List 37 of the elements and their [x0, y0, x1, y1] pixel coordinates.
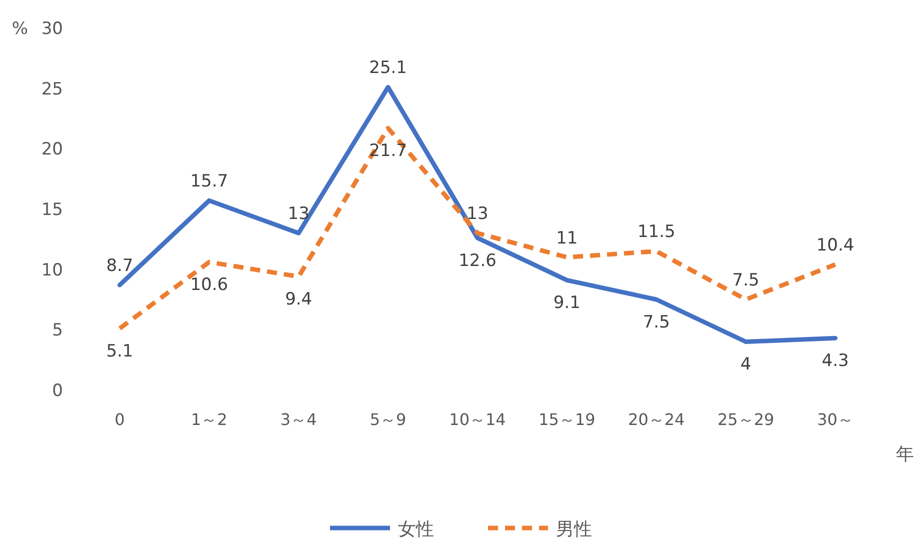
data-label: 15.7 [190, 172, 228, 192]
x-tick-label: 15～19 [538, 410, 596, 429]
data-label: 10.4 [816, 236, 854, 256]
x-tick-label: 30～ [817, 410, 854, 429]
y-tick-label: 0 [52, 381, 63, 401]
data-label: 11 [556, 228, 578, 248]
x-tick-label: 0 [114, 410, 125, 429]
data-label: 12.6 [458, 250, 496, 271]
x-tick-label: 5～9 [370, 410, 406, 429]
data-label: 7.5 [642, 312, 670, 332]
y-tick-label: 25 [41, 79, 63, 100]
y-tick-label: 10 [41, 260, 63, 280]
legend-label: 男性 [556, 519, 592, 540]
data-label: 9.1 [553, 293, 580, 314]
data-label: 5.1 [106, 341, 134, 362]
x-axis-title: 年 [896, 444, 914, 465]
legend-label: 女性 [398, 519, 434, 540]
x-tick-label: 20～24 [628, 410, 685, 429]
data-label: 4.3 [822, 351, 849, 372]
x-tick-label: 1～2 [190, 410, 228, 429]
x-tick-label: 25～29 [717, 410, 774, 429]
data-label: 8.7 [106, 256, 134, 276]
y-tick-label: 5 [52, 320, 63, 341]
y-tick-label: 30 [41, 19, 63, 39]
data-label: 25.1 [369, 58, 407, 78]
data-label: 13 [466, 204, 488, 224]
data-label: 10.6 [190, 275, 228, 296]
y-axis-title: % [12, 19, 28, 39]
x-tick-label: 3～4 [280, 410, 317, 429]
data-label: 9.4 [285, 290, 312, 310]
data-label: 7.5 [732, 270, 760, 290]
y-tick-label: 20 [41, 140, 63, 160]
data-label: 11.5 [637, 222, 676, 242]
x-tick-label: 10～14 [449, 410, 506, 429]
y-tick-label: 15 [41, 200, 63, 220]
data-label: 13 [288, 204, 310, 224]
data-label: 4 [740, 354, 752, 375]
